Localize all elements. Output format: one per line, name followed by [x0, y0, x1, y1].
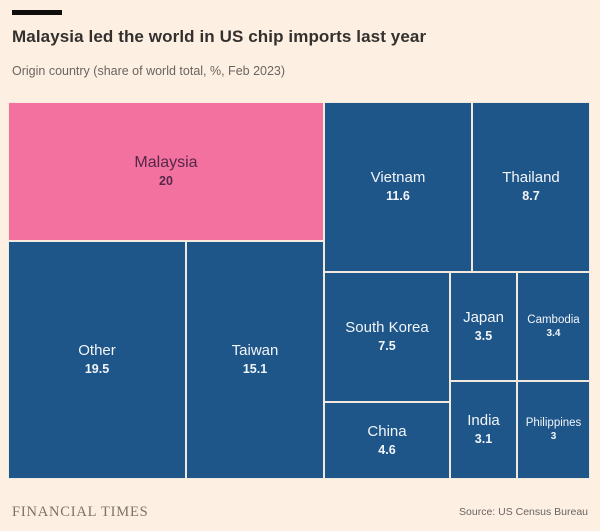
tile-country-label: Malaysia: [134, 154, 198, 172]
treemap-tile-malaysia: Malaysia 20: [8, 102, 324, 241]
footer: FINANCIAL TIMES Source: US Census Bureau: [12, 499, 588, 525]
tile-value-label: 3: [550, 431, 557, 443]
tile-value-label: 3.5: [474, 328, 493, 343]
tile-value-label: 15.1: [242, 362, 268, 377]
tile-country-label: Thailand: [502, 169, 560, 187]
treemap-tile-taiwan: Taiwan 15.1: [186, 241, 324, 479]
treemap-tile-japan: Japan 3.5: [450, 272, 517, 381]
tile-value-label: 7.5: [378, 339, 396, 354]
tile-country-label: Taiwan: [231, 342, 279, 360]
treemap-tile-other: Other 19.5: [8, 241, 186, 479]
tile-value-label: 11.6: [386, 189, 410, 204]
treemap-tile-india: India 3.1: [450, 381, 517, 479]
tile-country-label: Japan: [463, 308, 504, 326]
tile-country-label: Philippines: [525, 417, 582, 430]
treemap-chart: Malaysia 20 Vietnam 11.6 Thailand 8.7 Ot…: [8, 102, 590, 479]
tile-value-label: 4.6: [378, 442, 396, 457]
tile-country-label: South Korea: [345, 319, 429, 337]
treemap-tile-south-korea: South Korea 7.5: [324, 272, 450, 402]
treemap-tile-china: China 4.6: [324, 402, 450, 479]
tile-value-label: 20: [159, 174, 173, 189]
ft-accent-bar: [12, 10, 62, 15]
tile-value-label: 3.1: [474, 432, 493, 447]
tile-country-label: China: [367, 422, 407, 440]
treemap-tile-philippines: Philippines 3: [517, 381, 590, 479]
tile-country-label: Vietnam: [370, 169, 426, 187]
tile-country-label: Cambodia: [527, 313, 580, 326]
treemap-tile-thailand: Thailand 8.7: [472, 102, 590, 272]
source-credit: Source: US Census Bureau: [459, 506, 588, 518]
tile-value-label: 19.5: [84, 362, 110, 377]
treemap-tile-cambodia: Cambodia 3.4: [517, 272, 590, 381]
tile-value-label: 3.4: [546, 327, 561, 339]
ft-wordmark: FINANCIAL TIMES: [12, 503, 149, 520]
tile-value-label: 8.7: [522, 189, 540, 204]
tile-country-label: Other: [78, 342, 116, 360]
chart-title: Malaysia led the world in US chip import…: [12, 27, 427, 46]
tile-country-label: India: [467, 412, 500, 430]
treemap-tile-vietnam: Vietnam 11.6: [324, 102, 472, 272]
chart-subtitle: Origin country (share of world total, %,…: [12, 64, 286, 78]
